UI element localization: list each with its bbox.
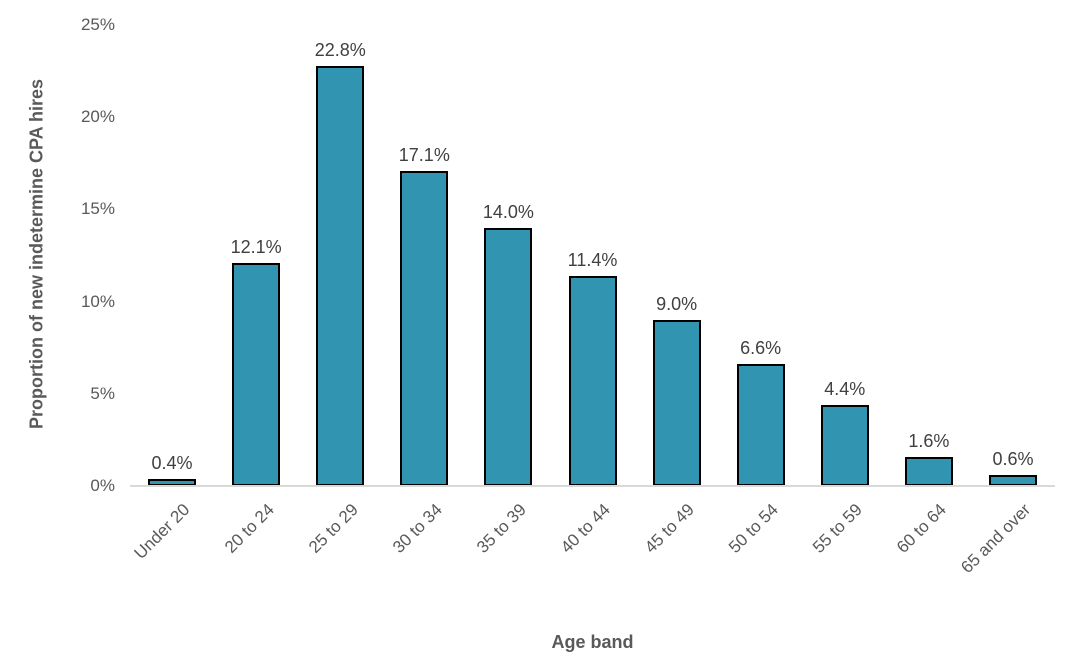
y-tick-label: 5% [90, 383, 115, 403]
bar-value-label: 17.1% [398, 144, 450, 165]
x-tick-label: 45 to 49 [641, 500, 699, 557]
y-tick-label: 15% [80, 199, 115, 219]
bar-value-label: 6.6% [740, 338, 782, 359]
x-axis-line [130, 485, 1055, 487]
bar [820, 404, 869, 486]
bar-value-label: 14.0% [482, 201, 534, 222]
y-tick-label: 10% [80, 291, 115, 311]
bar-value-label: 9.0% [656, 294, 698, 315]
bar-value-label: 22.8% [314, 39, 366, 60]
x-tick-label: 35 to 39 [472, 500, 530, 557]
bar [568, 275, 617, 486]
x-tick-label: 55 to 59 [809, 500, 867, 557]
y-tick-label: 0% [90, 476, 115, 495]
bar-value-label: 12.1% [230, 236, 282, 257]
x-tick-label: Under 20 [130, 500, 194, 563]
x-tick-label: 50 to 54 [725, 500, 783, 557]
bar [736, 364, 785, 486]
bar [484, 227, 533, 486]
y-tick-label: 25% [80, 15, 115, 34]
x-tick-label: 30 to 34 [388, 500, 446, 557]
y-axis-title: Proportion of new indetermine CPA hires [26, 78, 47, 430]
x-tick-label: 20 to 24 [220, 500, 278, 557]
x-tick-label: 60 to 64 [893, 500, 951, 557]
x-axis-title: Age band [551, 632, 634, 652]
bar-value-label: 0.6% [992, 448, 1034, 469]
bar [988, 474, 1037, 486]
bar-value-label: 4.4% [824, 378, 866, 399]
y-tick-label: 20% [80, 107, 115, 127]
bar-value-label: 1.6% [908, 430, 950, 451]
bar [400, 170, 449, 486]
x-tick-label: 65 and over [957, 500, 1035, 577]
x-tick-label: 25 to 29 [304, 500, 362, 557]
bar [232, 262, 281, 486]
bar [316, 65, 365, 486]
bar-value-label: 11.4% [567, 249, 618, 270]
x-tick-label: 40 to 44 [557, 500, 614, 557]
bar [652, 320, 701, 486]
bar [148, 478, 197, 486]
bar-value-label: 0.4% [151, 452, 193, 473]
bar [904, 456, 953, 486]
